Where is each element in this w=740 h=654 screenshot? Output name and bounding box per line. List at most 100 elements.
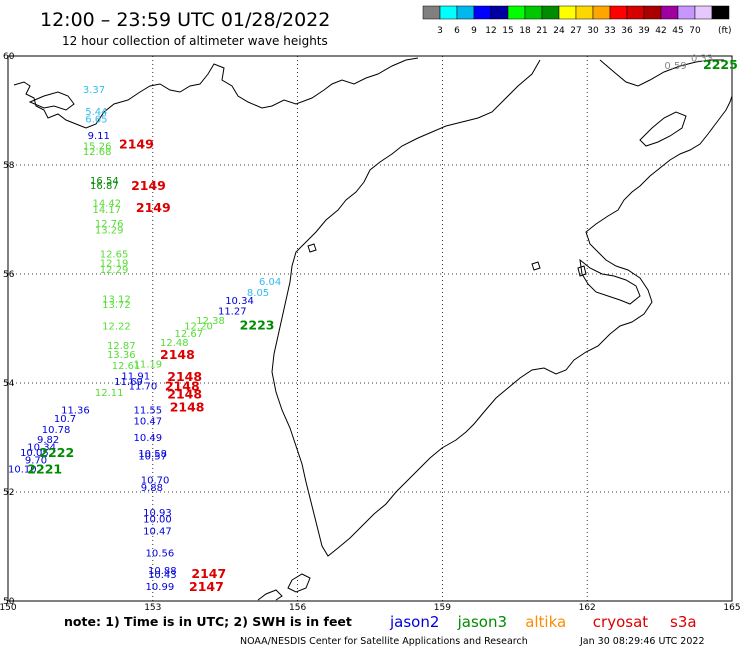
- wave-height-value: 10.88: [148, 566, 177, 577]
- coast-kamchatka-west: [271, 59, 733, 557]
- wave-height-value: 10.47: [143, 527, 172, 538]
- legend-unit-label: (ft): [718, 26, 732, 36]
- wave-height-value: 10.05: [20, 448, 49, 459]
- wave-height-value: 14.17: [92, 205, 121, 216]
- legend-tick-label: 18: [519, 26, 531, 36]
- legend-swatch: [473, 5, 492, 20]
- legend-tick-label: 21: [536, 26, 547, 36]
- wave-height-value: 10.56: [146, 548, 175, 559]
- lon-tick-label: 156: [289, 603, 306, 613]
- pass-number-label: 2149: [131, 178, 166, 193]
- wave-height-value: 0.33: [691, 53, 713, 64]
- pass-number-label: 2222: [39, 445, 74, 460]
- wave-height-value: 6.65: [85, 114, 107, 125]
- wave-height-value: 10.78: [42, 425, 71, 436]
- pass-number-label: 2225: [703, 57, 738, 72]
- wave-height-value: 10.49: [133, 433, 162, 444]
- coast-small-islet-1: [531, 261, 541, 271]
- wave-height-value: 11.69: [114, 377, 143, 388]
- lat-tick-label: 52: [3, 488, 14, 498]
- wave-height-value: 10.57: [138, 451, 167, 462]
- legend-swatch: [490, 5, 509, 20]
- lon-tick-label: 159: [434, 603, 451, 613]
- footer-credit: NOAA/NESDIS Center for Satellite Applica…: [240, 636, 528, 647]
- legend-tick-label: 30: [587, 26, 599, 36]
- wave-height-value: 10.34: [27, 443, 56, 454]
- legend-swatch: [507, 5, 526, 20]
- wave-height-value: 13.29: [95, 226, 124, 237]
- wave-height-value: 12.11: [95, 388, 124, 399]
- wave-height-value: 0.59: [664, 61, 686, 72]
- legend-tick-label: 39: [638, 26, 650, 36]
- legend-swatch: [575, 5, 594, 20]
- legend-tick-label: 36: [621, 26, 633, 36]
- pass-number-label: 2223: [240, 318, 275, 333]
- wave-height-value: 16.54: [90, 176, 119, 187]
- pass-number-label: 2147: [189, 579, 224, 594]
- lon-tick-label: 150: [0, 603, 17, 613]
- footer-note: note: 1) Time is in UTC; 2) SWH is in fe…: [64, 614, 352, 629]
- pass-number-label: 2148: [160, 347, 195, 362]
- wave-height-value: 12.48: [160, 338, 189, 349]
- wave-height-value: 3.37: [83, 85, 105, 96]
- coast-koni-peninsula: [28, 91, 75, 111]
- wave-height-value: 12.38: [196, 316, 225, 327]
- pass-number-label: 2148: [167, 386, 202, 401]
- legend-swatch: [609, 5, 628, 20]
- lat-tick-label: 54: [3, 379, 15, 389]
- wave-height-value: 12.87: [107, 341, 136, 352]
- coast-olyutorsky-shore: [599, 59, 724, 87]
- wave-height-value: 12.29: [100, 265, 129, 276]
- pass-number-label: 2148: [165, 379, 200, 394]
- legend-swatch: [524, 5, 543, 20]
- legend-tick-label: 15: [502, 26, 513, 36]
- wave-height-value: 13.72: [102, 300, 131, 311]
- wave-height-color-scale: 3 6 9 12 15 18 21 24 27 30 33 36 39 42 45 70: [422, 5, 730, 36]
- map-title: 12:00 – 23:59 UTC 01/28/2022: [40, 9, 330, 31]
- wave-height-value: 10.34: [225, 296, 254, 307]
- wave-height-value: 14.42: [92, 198, 121, 209]
- legend-swatch: [677, 5, 696, 20]
- footer-timestamp: Jan 30 08:29:46 UTC 2022: [579, 636, 705, 647]
- wave-height-value: 10.58: [138, 449, 167, 460]
- legend-tick-label: 42: [655, 26, 666, 36]
- wave-height-value: 16.87: [90, 181, 119, 192]
- pass-number-label: 2148: [170, 399, 205, 414]
- wave-height-value: 11.36: [61, 406, 90, 417]
- wave-height-value: 10.93: [143, 508, 172, 519]
- pass-number-label: 2221: [27, 461, 62, 476]
- wave-height-value: 9.11: [88, 131, 110, 142]
- legend-swatch: [558, 5, 577, 20]
- legend-tick-label: 6: [454, 26, 460, 36]
- legend-tick-label: 12: [485, 26, 496, 36]
- coast-karaginsky-island: [639, 111, 687, 147]
- legend-tick-label: 45: [672, 26, 683, 36]
- wave-height-value: 10.70: [141, 475, 170, 486]
- coast-kuril-paramushir: [257, 589, 283, 601]
- mission-label: altika: [525, 613, 566, 631]
- wave-height-value: 13.12: [102, 294, 131, 305]
- map-frame: [7, 55, 733, 602]
- wave-height-value: 12.22: [102, 322, 131, 333]
- satellite-pass-numbers: 2149214921492223214821482148214821482222…: [27, 57, 738, 594]
- mission-label: jason3: [457, 613, 507, 631]
- legend-swatch: [660, 5, 679, 20]
- wave-height-value: 12.68: [83, 147, 112, 158]
- wave-height-value: 12.65: [100, 250, 129, 261]
- coast-kuril-shumshu: [287, 573, 311, 593]
- wave-height-value: 12.76: [95, 219, 124, 230]
- legend-tick-label: 33: [604, 26, 615, 36]
- wave-height-value: 10.47: [133, 416, 162, 427]
- lat-tick-label: 50: [3, 597, 15, 607]
- wave-height-value: 8.05: [247, 288, 269, 299]
- wave-height-value: 9.88: [141, 483, 163, 494]
- lon-tick-label: 165: [723, 603, 740, 613]
- wave-height-value: 11.27: [218, 306, 247, 317]
- axis-tick-labels: 150 153 156 159 162 165 50 52 54 56 58 60: [0, 52, 740, 613]
- legend-tick-label: 24: [553, 26, 565, 36]
- legend-swatch: [541, 5, 560, 20]
- legend-swatch: [643, 5, 662, 20]
- legend-swatch: [711, 5, 730, 20]
